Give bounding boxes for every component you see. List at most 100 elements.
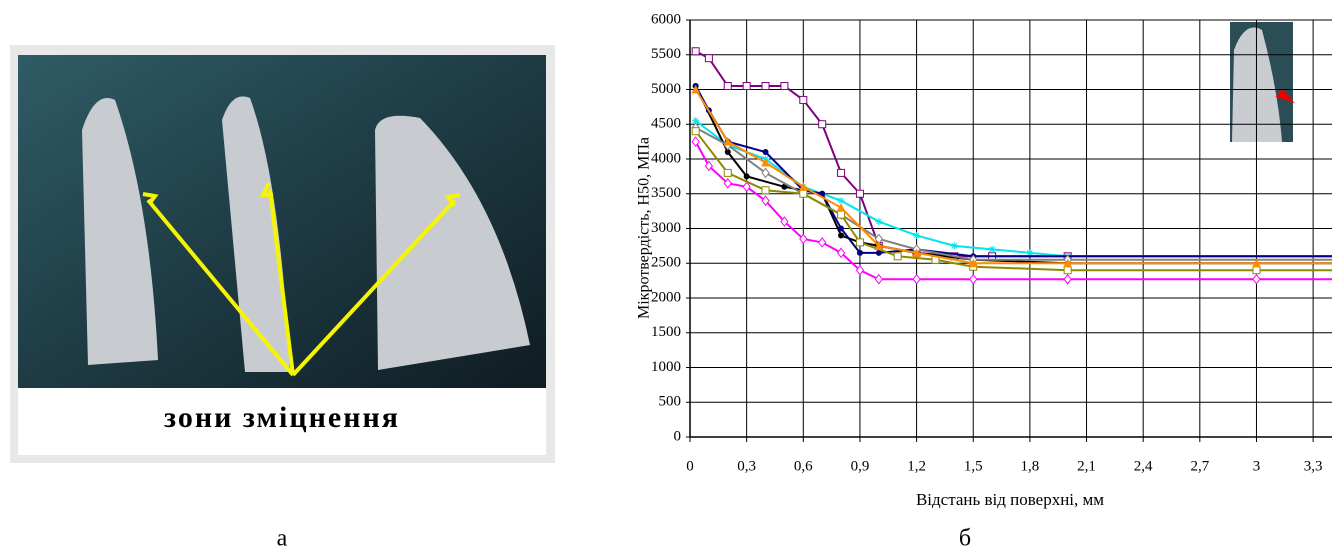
marker xyxy=(691,127,700,136)
x-tick-label: 3,3 xyxy=(1304,458,1323,474)
marker xyxy=(893,252,902,261)
marker xyxy=(837,197,845,205)
marker xyxy=(913,231,921,239)
x-tick-label: 0,3 xyxy=(737,458,756,474)
y-tick-label: 3000 xyxy=(651,220,681,236)
y-tick-label: 3500 xyxy=(651,185,681,201)
marker xyxy=(799,189,808,198)
y-tick-label: 4500 xyxy=(651,116,681,132)
x-tick-label: 0,9 xyxy=(851,458,870,474)
marker xyxy=(723,137,733,146)
marker xyxy=(837,210,846,219)
marker xyxy=(1063,273,1072,285)
marker xyxy=(761,186,770,195)
y-tick-label: 5000 xyxy=(651,81,681,97)
x-tick-label: 0,6 xyxy=(794,458,813,474)
x-axis-label: Відстань від поверхні, мм xyxy=(916,490,1104,509)
marker xyxy=(818,120,827,129)
marker xyxy=(988,245,996,253)
marker xyxy=(838,232,845,239)
marker xyxy=(799,233,808,245)
x-tick-label: 1,5 xyxy=(964,458,983,474)
series-line xyxy=(694,141,1332,281)
x-tick-label: 2,7 xyxy=(1190,458,1209,474)
x-tick-label: 0 xyxy=(686,458,694,474)
x-tick-label: 1,8 xyxy=(1021,458,1040,474)
y-tick-label: 500 xyxy=(659,394,682,410)
y-tick-label: 6000 xyxy=(651,11,681,27)
marker xyxy=(742,82,751,91)
x-tick-label: 2,4 xyxy=(1134,458,1153,474)
marker xyxy=(742,181,751,193)
inset-blade xyxy=(1232,27,1282,142)
y-tick-label: 4000 xyxy=(651,150,681,166)
marker xyxy=(780,82,789,91)
series-line xyxy=(695,119,1332,258)
marker xyxy=(743,173,750,180)
y-tick-label: 1000 xyxy=(651,359,681,375)
marker xyxy=(692,117,700,125)
blade xyxy=(82,98,158,365)
inset-arrow xyxy=(1275,88,1295,104)
x-tick-label: 1,2 xyxy=(907,458,926,474)
marker xyxy=(761,167,770,179)
y-axis-label: Мікротвердість, Н50, МПа xyxy=(636,137,653,319)
marker xyxy=(950,242,958,250)
marker xyxy=(818,237,827,248)
marker xyxy=(723,178,732,189)
marker xyxy=(1252,266,1261,275)
marker xyxy=(874,273,883,285)
marker xyxy=(912,273,921,285)
panel-label: б xyxy=(959,526,971,552)
marker xyxy=(1026,249,1034,257)
marker xyxy=(1063,266,1072,275)
y-tick-label: 5500 xyxy=(651,46,681,62)
marker xyxy=(968,258,978,268)
marker xyxy=(1063,258,1072,268)
y-tick-label: 2000 xyxy=(651,289,681,305)
marker xyxy=(691,47,700,56)
marker xyxy=(762,149,769,156)
marker xyxy=(875,218,883,226)
marker xyxy=(798,182,808,191)
marker xyxy=(875,249,882,256)
marker xyxy=(855,264,865,276)
x-tick-label: 2,1 xyxy=(1077,458,1096,474)
series-line xyxy=(694,130,1332,272)
marker xyxy=(874,241,884,250)
marker xyxy=(691,84,700,94)
marker xyxy=(856,249,863,256)
marker xyxy=(723,168,732,177)
marker xyxy=(1252,258,1261,268)
marker xyxy=(855,189,864,198)
marker xyxy=(704,160,714,172)
marker xyxy=(704,54,713,63)
marker xyxy=(855,238,864,247)
y-tick-label: 0 xyxy=(674,428,682,444)
marker xyxy=(836,247,846,259)
marker xyxy=(838,225,845,232)
caption-area xyxy=(18,388,546,455)
photo-caption: зони зміцнення xyxy=(164,401,400,434)
marker xyxy=(691,136,700,147)
y-tick-label: 1500 xyxy=(651,324,681,340)
marker xyxy=(761,82,770,91)
marker xyxy=(761,195,770,207)
blade xyxy=(222,96,290,372)
marker xyxy=(969,273,978,285)
y-tick-label: 2500 xyxy=(651,255,681,271)
x-tick-label: 3 xyxy=(1253,458,1261,474)
marker xyxy=(799,95,808,104)
arrows xyxy=(142,182,461,377)
inset xyxy=(1230,22,1295,142)
panel-label: а xyxy=(277,526,288,552)
marker xyxy=(912,248,921,257)
marker xyxy=(837,168,846,177)
blade xyxy=(375,115,530,370)
marker xyxy=(780,216,789,227)
marker xyxy=(723,82,732,91)
marker xyxy=(836,203,846,212)
marker xyxy=(761,157,770,167)
